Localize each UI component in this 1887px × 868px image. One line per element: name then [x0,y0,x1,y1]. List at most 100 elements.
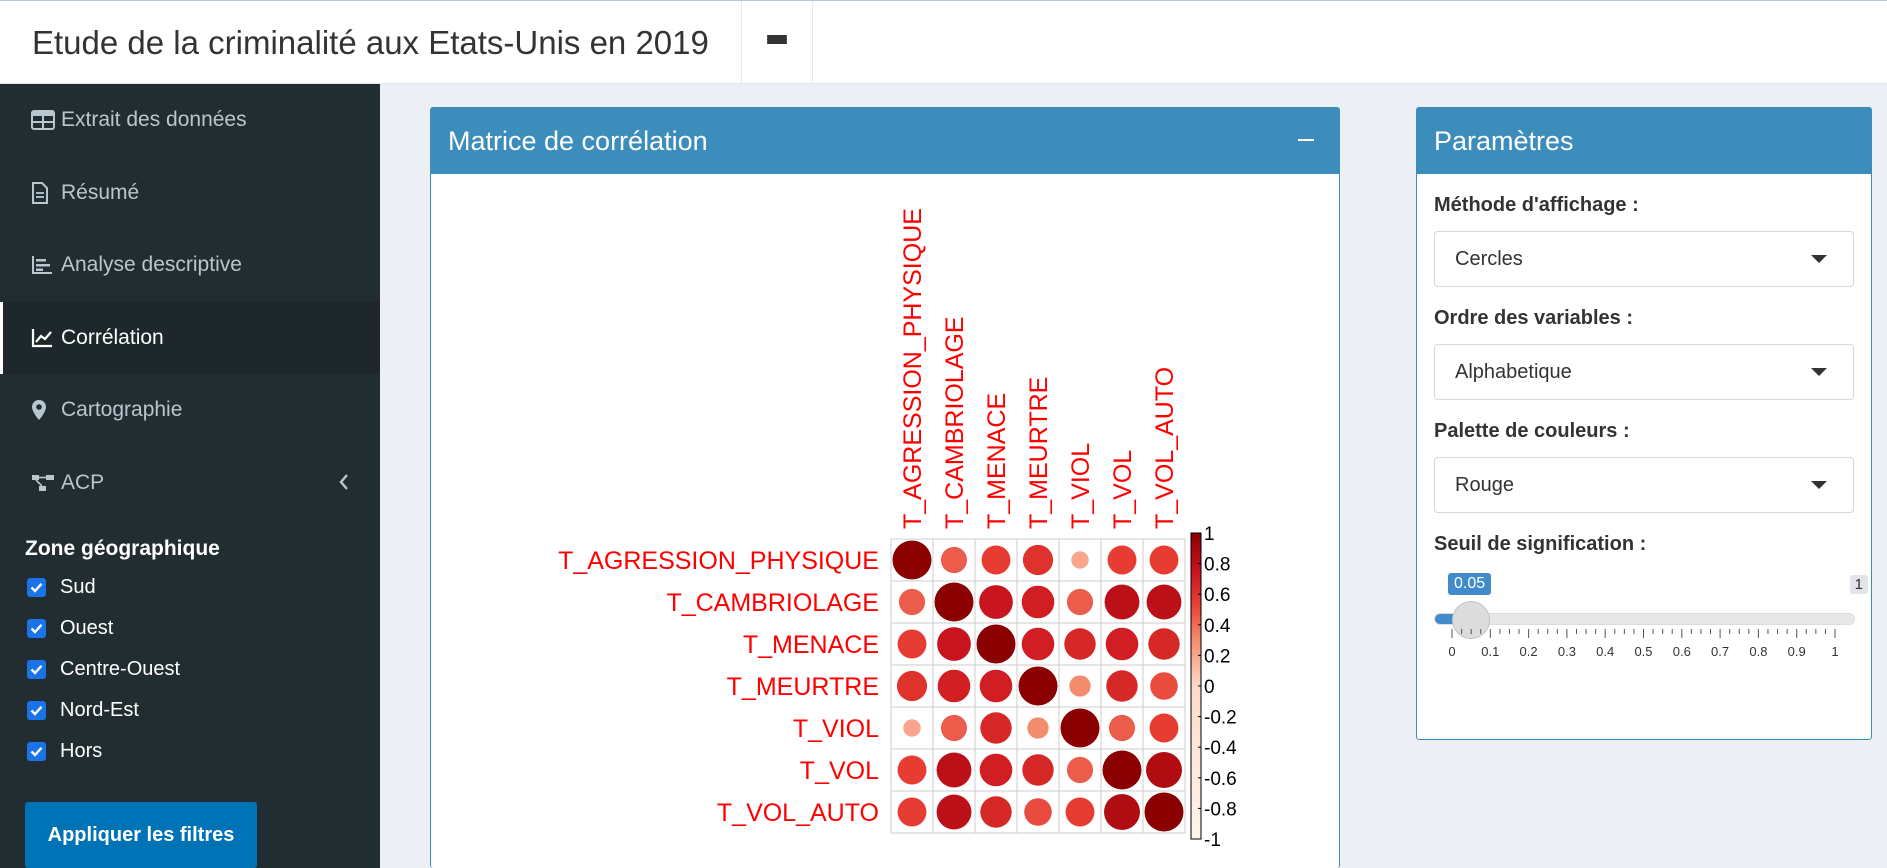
correlation-circle [1144,792,1184,832]
variable-order-group: Ordre des variables : Alphabetique [1417,307,1871,400]
caret-down-icon [1811,255,1827,263]
display-method-group: Méthode d'affichage : Cercles [1417,194,1871,287]
sidebar-item-acp[interactable]: ACP [0,447,380,520]
slider-tick-label: 1 [1831,644,1838,659]
column-label: T_VIOL [1067,443,1095,529]
correlation-circle [1065,797,1095,827]
correlation-circle [903,719,921,737]
correlation-circle [1018,666,1058,706]
slider-tick-label: 0 [1448,644,1455,659]
correlation-circle [1149,545,1179,575]
row-label: T_VOL [800,757,879,785]
select-value: Alphabetique [1455,360,1572,383]
checkbox-label: Hors [60,740,103,762]
correlation-circle [934,582,974,622]
checkbox[interactable] [27,742,46,761]
correlation-circle [1146,752,1182,788]
column-label: T_MENACE [983,393,1011,529]
select-value: Cercles [1455,247,1523,270]
checkbox[interactable] [27,619,46,638]
correlation-circle [1021,627,1055,661]
check-icon [30,746,43,757]
column-label: T_VOL [1109,450,1137,529]
column-label: T_MEURTRE [1025,377,1053,529]
checkbox-row[interactable]: Sud [0,567,380,608]
correlation-circle [898,588,926,616]
slider-tick-label: 0.9 [1788,644,1806,659]
slider-value-badge: 0.05 [1448,573,1492,595]
sidebar: Extrait des données Résumé Analyse descr… [0,84,380,868]
correlation-circle [1107,545,1137,575]
correlation-circle [937,669,971,703]
slider-tick-label: 0.3 [1558,644,1576,659]
parameters-box-header: Paramètres [1417,108,1871,174]
correlation-circle [940,714,968,742]
table-icon [31,109,57,131]
colorbar-tick-label: 0.2 [1204,646,1230,667]
select-value: Rouge [1455,473,1514,496]
row-label: T_VOL_AUTO [717,799,879,827]
checkbox-row[interactable]: Ouest [0,608,380,649]
colorbar-tick-label: 0 [1204,677,1215,698]
apply-filters-button[interactable]: Appliquer les filtres [25,802,257,868]
colorbar-tick-label: -0.8 [1204,799,1237,820]
correlation-circle [1066,588,1094,616]
correlation-circle [981,545,1011,575]
checkbox[interactable] [27,660,46,679]
correlation-matrix-chart: T_AGRESSION_PHYSIQUE T_CAMBRIOLAGE T_MENAC… [558,208,1237,851]
sidebar-item-analyse[interactable]: Analyse descriptive [0,229,380,302]
variable-order-select[interactable]: Alphabetique [1434,344,1854,400]
correlation-box-header: Matrice de corrélation [431,108,1339,174]
correlation-circle [892,540,932,580]
correlation-circle [897,755,927,785]
top-header: Etude de la criminalité aux Etats-Unis e… [0,0,1887,84]
slider-track[interactable] [1434,613,1855,625]
bars-icon [767,34,787,51]
correlation-circle [897,629,927,659]
palette-group: Palette de couleurs : Rouge [1417,420,1871,513]
column-label: T_AGRESSION_PHYSIQUE [899,208,927,529]
slider-tick-label: 0.2 [1520,644,1538,659]
checkbox-row[interactable]: Hors [0,731,380,772]
sidebar-item-cartographie[interactable]: Cartographie [0,374,380,447]
collapse-button[interactable] [1295,128,1317,152]
correlation-circle [1104,584,1140,620]
checkbox-label: Centre-Ouest [60,658,181,680]
correlation-circle [1146,584,1182,620]
map-marker-icon [31,399,57,421]
correlation-circle [1149,713,1179,743]
significance-label: Seuil de signification : [1434,533,1647,555]
sidebar-item-label: Corrélation [61,325,164,349]
slider-tick-label: 0.6 [1673,644,1691,659]
display-method-select[interactable]: Cercles [1434,231,1854,287]
row-label: T_MENACE [743,631,879,659]
correlation-circle [937,627,971,661]
region-checkbox-list: Sud Ouest Centre-Ouest Nord-Est Hors [0,567,380,772]
colorbar-tick-label: -0.2 [1204,708,1237,729]
correlation-circle [1066,756,1094,784]
checkbox-row[interactable]: Nord-Est [0,690,380,731]
correlation-circle [1150,672,1178,700]
correlation-circle [1027,717,1049,739]
check-icon [30,664,43,675]
sidebar-item-correlation[interactable]: Corrélation [0,301,380,374]
sidebar-toggle-button[interactable] [742,1,813,84]
sidebar-item-resume[interactable]: Résumé [0,157,380,230]
checkbox[interactable] [27,701,46,720]
sidebar-item-extrait[interactable]: Extrait des données [0,84,380,157]
row-label: T_CAMBRIOLAGE [666,589,879,617]
colorbar-tick-label: -0.6 [1204,769,1237,790]
slider-tick-label: 0.7 [1711,644,1729,659]
row-label: T_VIOL [793,715,879,743]
correlation-circle [980,796,1012,828]
checkbox-row[interactable]: Centre-Ouest [0,649,380,690]
colorbar-tick-label: 0.6 [1204,585,1230,606]
chevron-left-icon [338,473,350,497]
project-diagram-icon [31,472,57,494]
checkbox[interactable] [27,578,46,597]
palette-select[interactable]: Rouge [1434,457,1854,513]
slider-tick-label: 0.4 [1596,644,1614,659]
colorbar-tick-label: 0.8 [1204,555,1230,576]
sidebar-item-label: Analyse descriptive [61,253,242,277]
correlation-circle [1148,628,1180,660]
